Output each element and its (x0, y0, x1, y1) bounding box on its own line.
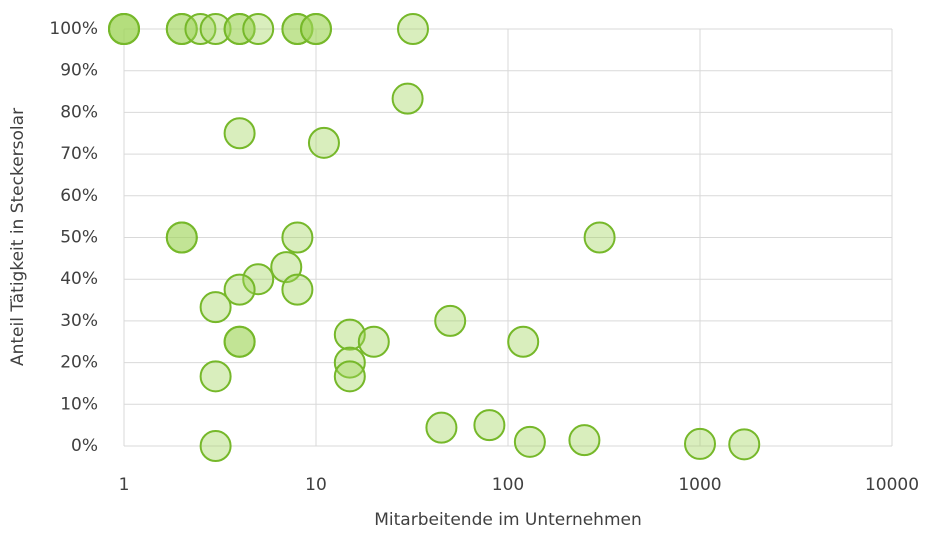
point (165, 13, 198, 45)
y-tick-label: 100% (49, 19, 98, 39)
point (507, 325, 540, 358)
point (199, 13, 232, 45)
point (223, 273, 256, 306)
point (391, 82, 424, 115)
point (357, 325, 390, 358)
point (728, 428, 761, 461)
point (425, 411, 458, 444)
point (242, 263, 275, 296)
y-tick-label: 30% (60, 311, 98, 331)
point (165, 221, 198, 254)
x-axis-label: Mitarbeitende im Unternehmen (374, 510, 642, 530)
point (199, 360, 232, 393)
point (333, 318, 366, 351)
point (223, 13, 256, 45)
point (223, 325, 256, 358)
x-tick-label: 10000 (865, 475, 919, 495)
point (568, 424, 601, 457)
x-tick-label: 1 (119, 475, 130, 495)
x-tick-label: 10 (305, 475, 327, 495)
point (583, 221, 616, 254)
point (473, 409, 506, 442)
point (307, 126, 340, 159)
point (396, 13, 429, 45)
x-tick-label: 1000 (678, 475, 721, 495)
y-tick-label: 50% (60, 228, 98, 248)
y-axis-label: Anteil Tätigkeit in Steckersolar (8, 108, 28, 366)
point (281, 13, 314, 45)
point (108, 13, 140, 45)
y-tick-label: 60% (60, 186, 98, 206)
y-tick-label: 10% (60, 394, 98, 414)
point (199, 291, 232, 324)
y-tick-label: 70% (60, 144, 98, 164)
point (281, 221, 314, 254)
point (199, 430, 232, 462)
point (333, 346, 366, 379)
point (333, 360, 366, 393)
point (513, 425, 546, 458)
point (434, 304, 467, 337)
y-tick-label: 0% (71, 436, 98, 456)
point (281, 273, 314, 306)
y-tick-label: 90% (60, 61, 98, 81)
point (242, 13, 275, 45)
y-tick-label: 80% (60, 102, 98, 122)
point (684, 427, 716, 460)
x-tick-label: 100 (492, 475, 524, 495)
point (300, 13, 332, 45)
point (223, 117, 256, 150)
y-tick-label: 40% (60, 269, 98, 289)
y-tick-label: 20% (60, 353, 98, 373)
